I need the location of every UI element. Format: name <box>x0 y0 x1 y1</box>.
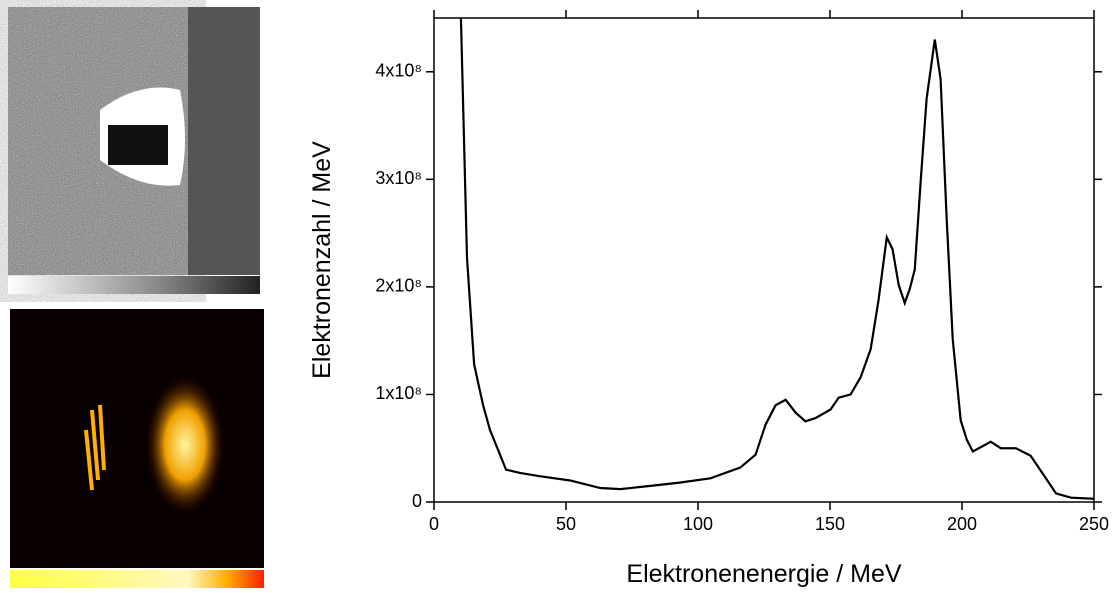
x-tick-label: 250 <box>1079 514 1109 534</box>
spectrum-line <box>459 18 1094 500</box>
x-tick-label: 50 <box>556 514 576 534</box>
x-tick-label: 0 <box>429 514 439 534</box>
x-tick-label: 150 <box>815 514 845 534</box>
x-axis-label: Elektronenenergie / MeV <box>626 560 901 588</box>
gray-colorbar <box>8 276 260 294</box>
x-tick-label: 100 <box>683 514 713 534</box>
y-tick-label: 3x10⁸ <box>375 168 422 188</box>
plot-frame <box>433 17 1095 503</box>
image-core <box>108 125 168 165</box>
y-tick-label: 1x10⁸ <box>375 383 422 403</box>
heatmap-image <box>10 309 264 568</box>
y-axis-label: Elektronenzahl / MeV <box>308 141 336 379</box>
heatmap-glow <box>145 375 225 515</box>
y-tick-label: 0 <box>412 491 422 511</box>
image-shade <box>188 7 260 275</box>
y-tick-label: 2x10⁸ <box>375 276 422 296</box>
heat-colorbar <box>10 570 264 588</box>
y-tick-label: 4x10⁸ <box>375 61 422 81</box>
heatmap-streaks <box>84 404 106 491</box>
x-tick-label: 200 <box>947 514 977 534</box>
